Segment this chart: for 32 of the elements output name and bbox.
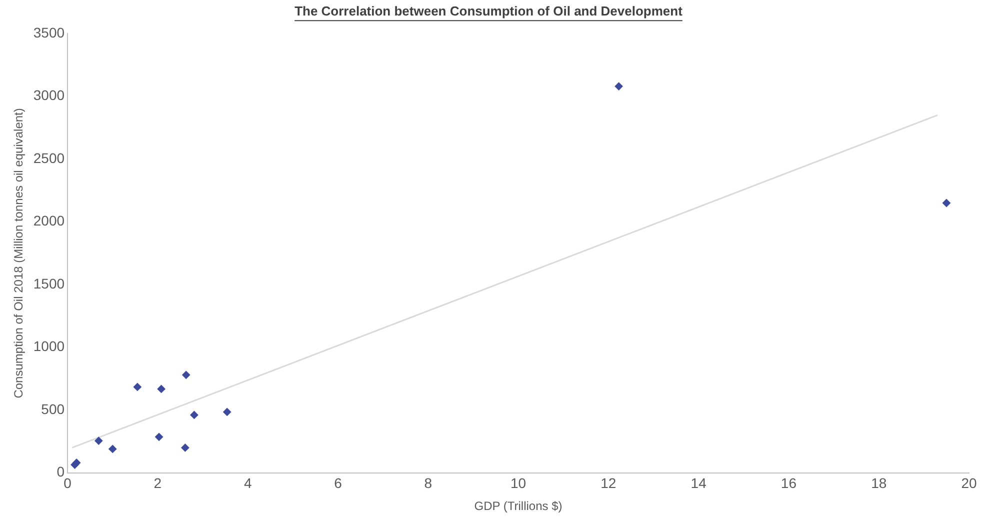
chart-title: The Correlation between Consumption of Oil and Development (294, 3, 684, 18)
point (155, 432, 164, 441)
point (157, 384, 166, 393)
point (133, 382, 142, 391)
point (182, 370, 190, 379)
x-axis-title: GDP (Trillions $) (474, 499, 562, 514)
x-tick-label: 8 (424, 475, 432, 492)
x-tick-label: 14 (690, 475, 707, 492)
x-tick-label: 18 (871, 475, 887, 492)
y-tick-label: 2500 (33, 150, 65, 166)
point (181, 444, 190, 452)
y-tick-label: 2000 (33, 212, 65, 229)
point (108, 444, 117, 453)
y-tick-label: 3000 (33, 87, 65, 104)
x-tick-label: 16 (780, 475, 797, 492)
point (190, 410, 198, 419)
x-tick-label: 12 (600, 475, 616, 492)
y-tick-label: 0 (56, 464, 65, 480)
point (942, 199, 950, 208)
point (94, 436, 103, 445)
y-tick-label: 500 (41, 400, 65, 417)
y-tick-label: 3500 (33, 24, 65, 40)
x-tick-label: 2 (154, 475, 162, 492)
x-tick-label: 6 (334, 475, 342, 492)
point (223, 408, 232, 416)
x-tick-label: 10 (510, 475, 526, 492)
x-tick-label: 20 (961, 475, 977, 492)
y-axis-title: Consumption of Oil 2018 (Million tonnes oil equivalent) (12, 108, 26, 398)
y-tick-label: 1500 (33, 275, 65, 292)
x-tick-label: 4 (244, 475, 252, 492)
point (614, 82, 623, 90)
y-tick-label: 1000 (33, 338, 65, 354)
